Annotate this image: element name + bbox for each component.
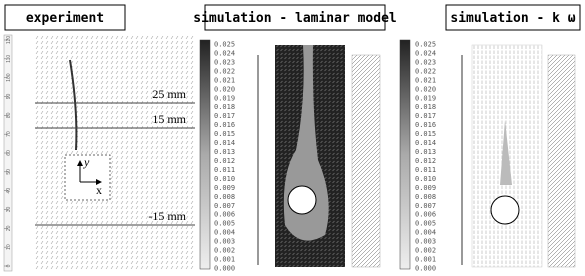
ruler-label: 40	[6, 188, 12, 194]
title-box	[204, 4, 386, 31]
colorbar-label: 0.024	[214, 49, 235, 57]
colorbar-label: 0.001	[415, 256, 436, 264]
colorbar-label: 0.013	[415, 148, 436, 156]
wake	[500, 120, 512, 185]
ruler-label: 70	[6, 131, 12, 137]
colorbar-label: 0.023	[415, 58, 436, 66]
colorbar	[199, 39, 211, 270]
colorbar-label: 0.010	[214, 175, 235, 183]
ruler-label: 20	[6, 225, 12, 231]
ruler-label: 0	[6, 264, 12, 267]
colorbar-label: 0.016	[214, 121, 235, 129]
colorbar-label: 0.000	[214, 265, 235, 273]
ruler-label: 30	[6, 207, 12, 213]
colorbar-label: 0.010	[415, 175, 436, 183]
colorbar-label: 0.016	[415, 121, 436, 129]
arrow-head	[96, 179, 102, 185]
colorbar-label: 0.002	[214, 247, 235, 255]
arrow-head	[77, 160, 83, 166]
ruler-label: 110	[6, 55, 12, 63]
colorbar-label: 0.003	[214, 238, 235, 246]
cylinder	[287, 185, 317, 215]
colorbar-label: 0.017	[214, 112, 235, 120]
colorbar-label: 0.020	[415, 85, 436, 93]
colorbar-label: 0.009	[214, 184, 235, 192]
panel-title: experiment	[26, 11, 104, 26]
colorbar-label: 0.012	[214, 157, 235, 165]
colorbar-label: 0.024	[415, 49, 436, 57]
colorbar-label: 0.008	[214, 193, 235, 201]
colorbar-label: 0.005	[214, 220, 235, 228]
colorbar-label: 0.001	[214, 256, 235, 264]
colorbar-label: 0.020	[214, 85, 235, 93]
colorbar-label: 0.014	[214, 139, 235, 147]
cylinder	[490, 195, 520, 225]
colorbar-label: 0.012	[415, 157, 436, 165]
vector-strip	[351, 54, 381, 268]
vector-strip	[547, 54, 576, 268]
colorbar-label: 0.018	[214, 103, 235, 111]
colorbar-label: 0.007	[415, 202, 436, 210]
ruler-label: 120	[6, 36, 12, 45]
colorbar-label: 0.011	[415, 166, 436, 174]
ruler-label: 90	[6, 94, 12, 100]
colorbar-label: 0.013	[214, 148, 235, 156]
colorbar-label: 0.023	[214, 58, 235, 66]
colorbar-label: 0.006	[415, 211, 436, 219]
colorbar-label: 0.011	[214, 166, 235, 174]
colorbar-label: 0.006	[214, 211, 235, 219]
colorbar-label: 0.019	[415, 94, 436, 102]
cylinder-region	[64, 154, 111, 201]
colorbar-label: 0.015	[415, 130, 436, 138]
vector-field	[35, 35, 195, 271]
colorbar-label: 0.004	[415, 229, 436, 237]
colorbar-label: 0.018	[415, 103, 436, 111]
axis-label: y	[83, 155, 90, 169]
title-box	[4, 4, 126, 31]
colorbar-label: 0.021	[214, 76, 235, 84]
colorbar-label: 0.004	[214, 229, 235, 237]
colorbar-label: 0.022	[415, 67, 436, 75]
colorbar-label: 0.025	[415, 41, 436, 49]
level-label: -15 mm	[148, 209, 186, 223]
colorbar-label: 0.025	[214, 41, 235, 49]
panel-title: simulation - laminar model	[193, 11, 397, 26]
colorbar-label: 0.000	[415, 265, 436, 273]
ruler-label: 10	[6, 244, 12, 250]
ruler-label: 60	[6, 150, 12, 156]
colorbar-label: 0.002	[415, 247, 436, 255]
ruler-label: 100	[6, 73, 12, 82]
jet	[69, 59, 78, 151]
colorbar-label: 0.007	[214, 202, 235, 210]
colorbar-label: 0.015	[214, 130, 235, 138]
colorbar-label: 0.014	[415, 139, 436, 147]
ruler-label: 50	[6, 169, 12, 175]
colorbar	[399, 39, 411, 270]
colorbar-label: 0.008	[415, 193, 436, 201]
colorbar-label: 0.017	[415, 112, 436, 120]
title-box	[445, 4, 581, 31]
colorbar-label: 0.021	[415, 76, 436, 84]
level-label: 15 mm	[152, 112, 186, 126]
colorbar-label: 0.019	[214, 94, 235, 102]
axis-label: x	[96, 183, 102, 197]
colorbar-label: 0.003	[415, 238, 436, 246]
colorbar-label: 0.005	[415, 220, 436, 228]
panel-title: simulation - k ω	[450, 11, 575, 26]
colorbar-label: 0.022	[214, 67, 235, 75]
ruler-label: 80	[6, 112, 12, 118]
level-label: 25 mm	[152, 87, 186, 101]
colorbar-label: 0.009	[415, 184, 436, 192]
